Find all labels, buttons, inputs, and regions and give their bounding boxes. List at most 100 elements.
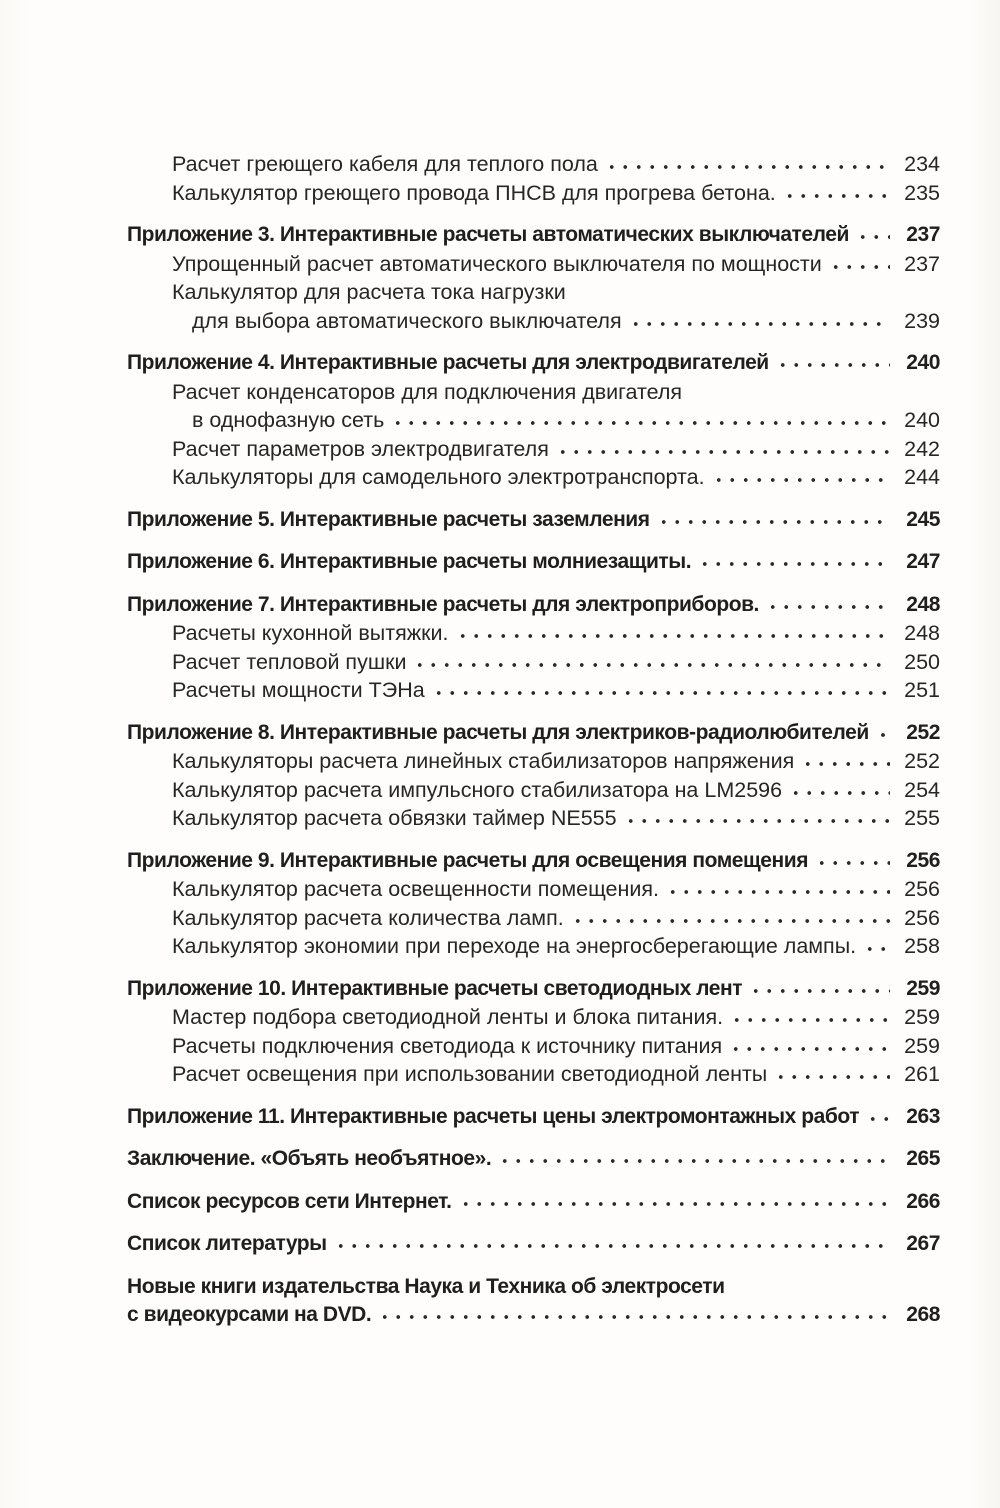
dot-leader bbox=[749, 978, 890, 995]
toc-header-row: с видеокурсами на DVD. 268 bbox=[127, 1301, 940, 1330]
toc-entry-row: Расчеты кухонной вытяжки. 248 bbox=[127, 619, 940, 648]
toc-entry-title: Расчет тепловой пушки bbox=[172, 649, 407, 674]
toc-entry-page: 265 bbox=[906, 1147, 940, 1170]
toc-entry-page: 251 bbox=[904, 678, 940, 702]
dot-leader bbox=[698, 552, 890, 568]
toc-entry-row: Калькуляторы для самодельного электротра… bbox=[127, 463, 940, 492]
toc-entry-title: Расчеты мощности ТЭНа bbox=[172, 678, 425, 702]
toc-entry-page: 259 bbox=[906, 976, 940, 1000]
toc-entry-row: для выбора автоматического выключателя 23… bbox=[127, 307, 940, 336]
toc-entry-row: Расчет параметров электродвигателя 242 bbox=[127, 435, 940, 464]
dot-leader bbox=[604, 155, 890, 171]
toc-entry-page: 237 bbox=[906, 223, 940, 246]
dot-leader bbox=[774, 1065, 890, 1081]
toc-entry-title: Приложение 3. Интерактивные расчеты авто… bbox=[127, 223, 849, 246]
toc-entry-title: Расчет конденсаторов для подключения дви… bbox=[172, 379, 683, 404]
toc-header-row: Приложение 7. Интерактивные расчеты для … bbox=[127, 591, 940, 620]
toc-entry-title: Приложение 4. Интерактивные расчеты для … bbox=[127, 351, 769, 374]
toc-header-row: Приложение 4. Интерактивные расчеты для … bbox=[127, 349, 940, 378]
dot-leader bbox=[666, 880, 890, 896]
toc-entry-row: Расчеты мощности ТЭНа 251 bbox=[127, 676, 940, 705]
dot-leader bbox=[775, 353, 890, 369]
dot-leader bbox=[656, 509, 890, 526]
toc-entry-page: 261 bbox=[904, 1062, 940, 1086]
dot-leader bbox=[815, 850, 890, 867]
toc-entry-row: Калькулятор расчета количества ламп. 256 bbox=[127, 904, 940, 933]
dot-leader bbox=[875, 722, 890, 739]
toc-entry-page: 250 bbox=[904, 649, 940, 674]
toc-entry-title: Упрощенный расчет автоматического выключ… bbox=[172, 251, 822, 276]
toc-entry-title: Заключение. «Объять необъятное». bbox=[127, 1147, 492, 1170]
toc-entry-page: 252 bbox=[906, 720, 940, 744]
toc-header-row: Приложение 10. Интерактивные расчеты све… bbox=[127, 975, 940, 1004]
toc-entry-page: 252 bbox=[904, 749, 940, 773]
toc-entry-page: 240 bbox=[906, 351, 940, 374]
toc-entry-row: Калькулятор греющего провода ПНСВ для пр… bbox=[127, 179, 940, 208]
dot-leader bbox=[498, 1149, 890, 1165]
toc-entry-page: 237 bbox=[904, 251, 940, 276]
toc-entry-row: Расчет конденсаторов для подключения дви… bbox=[127, 378, 940, 407]
toc-entry-title: Приложение 5. Интерактивные расчеты зазе… bbox=[127, 507, 650, 531]
toc-entry-row: в однофазную сеть 240 bbox=[127, 406, 940, 435]
dot-leader bbox=[555, 439, 890, 456]
dot-leader bbox=[711, 468, 890, 484]
toc-entry-title: Приложение 6. Интерактивные расчеты молн… bbox=[127, 550, 692, 573]
toc-entry-title: Калькулятор расчета количества ламп. bbox=[172, 905, 564, 930]
toc-entry-title: Калькулятор для расчета тока нагрузки bbox=[172, 280, 566, 304]
toc-entry-row: Калькуляторы расчета линейных стабилизат… bbox=[127, 747, 940, 776]
dot-leader bbox=[570, 908, 890, 925]
toc-entry-page: 268 bbox=[906, 1303, 940, 1326]
toc-entry-page: 242 bbox=[904, 436, 940, 461]
toc-entry-row: Калькулятор расчета импульсного стабилиз… bbox=[127, 776, 940, 805]
toc-entry-page: 267 bbox=[906, 1232, 940, 1255]
toc-entry-title: Расчет параметров электродвигателя bbox=[172, 436, 549, 461]
toc-header-row: Список ресурсов сети Интернет. 266 bbox=[127, 1188, 940, 1217]
toc-entry-title: Калькуляторы расчета линейных стабилизат… bbox=[172, 749, 795, 773]
toc-entry-title: Калькулятор греющего провода ПНСВ для пр… bbox=[172, 180, 776, 205]
toc-entry-title: Расчеты подключения светодиода к источни… bbox=[172, 1033, 723, 1058]
dot-leader bbox=[623, 809, 890, 825]
dot-leader bbox=[782, 183, 890, 200]
toc-entry-row: Расчет освещения при использовании свето… bbox=[127, 1060, 940, 1089]
toc-entry-row: Мастер подбора светодиодной ленты и блок… bbox=[127, 1003, 940, 1032]
toc-entry-page: 256 bbox=[904, 905, 940, 930]
toc-entry-title: Калькуляторы для самодельного электротра… bbox=[172, 465, 705, 489]
toc-entry-title: Калькулятор расчета освещенности помещен… bbox=[172, 877, 660, 901]
dot-leader bbox=[431, 681, 890, 697]
toc-entry-row: Калькулятор экономии при переходе на эне… bbox=[127, 932, 940, 961]
dot-leader bbox=[391, 411, 890, 427]
toc-entry-page: 239 bbox=[904, 308, 940, 333]
toc-entry-page: 248 bbox=[904, 621, 940, 645]
toc-entry-title: Приложение 8. Интерактивные расчеты для … bbox=[127, 720, 869, 744]
dot-leader bbox=[828, 254, 890, 271]
toc-entry-page: 248 bbox=[906, 592, 940, 616]
dot-leader bbox=[789, 780, 890, 797]
toc-entry-title: Мастер подбора светодиодной ленты и блок… bbox=[172, 1005, 724, 1029]
dot-leader bbox=[333, 1234, 890, 1250]
toc-entry-page: 258 bbox=[904, 934, 940, 958]
toc-header-row: Заключение. «Объять необъятное». 265 bbox=[127, 1145, 940, 1174]
toc-entry-title: Приложение 11. Интерактивные расчеты цен… bbox=[127, 1104, 860, 1128]
toc-entry-row: Калькулятор расчета обвязки таймер NE555… bbox=[127, 804, 940, 833]
toc-entry-page: 254 bbox=[904, 777, 940, 802]
toc-entry-title: Приложение 9. Интерактивные расчеты для … bbox=[127, 848, 809, 872]
toc-entry-page: 255 bbox=[904, 806, 940, 830]
toc-entry-page: 245 bbox=[906, 507, 940, 531]
toc-header-row: Приложение 3. Интерактивные расчеты авто… bbox=[127, 221, 940, 250]
toc-entry-page: 266 bbox=[906, 1189, 940, 1213]
dot-leader bbox=[730, 1008, 890, 1024]
toc-entry-row: Калькулятор для расчета тока нагрузки bbox=[127, 278, 940, 307]
toc-entry-title: Расчет освещения при использовании свето… bbox=[172, 1062, 768, 1086]
toc-entry-page: 259 bbox=[904, 1033, 940, 1058]
toc-entry-page: 263 bbox=[906, 1104, 940, 1128]
toc-entry-row: Расчет греющего кабеля для теплого пола 2… bbox=[127, 150, 940, 179]
toc-entry-row: Упрощенный расчет автоматического выключ… bbox=[127, 250, 940, 279]
dot-leader bbox=[855, 225, 890, 241]
toc-entry-title: Калькулятор экономии при переходе на эне… bbox=[172, 934, 857, 958]
toc-header-row: Список литературы 267 bbox=[127, 1230, 940, 1259]
dot-leader bbox=[413, 652, 890, 669]
dot-leader bbox=[378, 1305, 890, 1321]
toc-entry-row: Расчеты подключения светодиода к источни… bbox=[127, 1032, 940, 1061]
toc-entry-title: Новые книги издательства Наука и Техника… bbox=[127, 1274, 725, 1298]
